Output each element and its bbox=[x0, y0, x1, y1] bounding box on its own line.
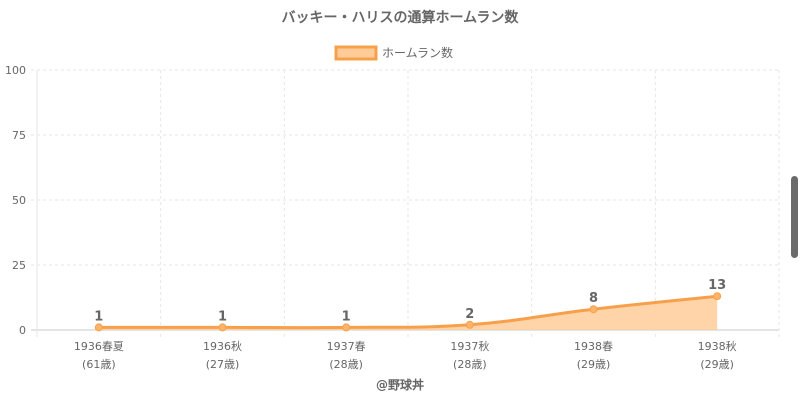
y-tick-label: 0 bbox=[19, 324, 26, 337]
x-tick-label: 1937春 bbox=[327, 340, 366, 353]
data-point bbox=[589, 305, 598, 314]
chart-title: バッキー・ハリスの通算ホームラン数 bbox=[282, 9, 520, 26]
data-point bbox=[465, 320, 474, 329]
x-tick-sublabel: (27歳) bbox=[206, 358, 240, 371]
legend-swatch bbox=[334, 45, 378, 61]
x-tick-label: 1938秋 bbox=[698, 339, 737, 353]
y-tick-label: 50 bbox=[12, 194, 26, 207]
data-label: 1 bbox=[342, 309, 351, 324]
data-labels: 1 1 1 2 8 13 bbox=[94, 278, 726, 324]
y-tick-label: 25 bbox=[12, 259, 26, 272]
data-label: 8 bbox=[589, 291, 598, 306]
series-line bbox=[98, 294, 718, 330]
x-tick-sublabel: (61歳) bbox=[82, 358, 116, 371]
y-tick-label: 100 bbox=[5, 64, 26, 77]
series-homeruns bbox=[94, 292, 722, 332]
data-label: 1 bbox=[218, 309, 227, 324]
data-label: 13 bbox=[708, 278, 726, 293]
series-area bbox=[98, 296, 718, 330]
data-label: 2 bbox=[465, 307, 474, 322]
legend[interactable]: ホームラン数 bbox=[334, 45, 453, 61]
scrollbar-thumb[interactable] bbox=[791, 176, 798, 258]
x-tick-label: 1936秋 bbox=[203, 339, 242, 353]
y-axis: 0 25 50 75 100 bbox=[5, 64, 26, 337]
x-tick-label: 1936春夏 bbox=[74, 340, 124, 353]
y-tick-label: 75 bbox=[12, 129, 26, 142]
grid bbox=[31, 69, 780, 337]
data-point bbox=[342, 323, 351, 332]
data-point bbox=[94, 323, 103, 332]
legend-label: ホームラン数 bbox=[382, 45, 453, 60]
data-point bbox=[218, 323, 227, 332]
x-axis: 1936春夏 (61歳) 1936秋 (27歳) 1937春 (28歳) 1937秋 (28歳… bbox=[74, 339, 737, 371]
x-tick-sublabel: (29歳) bbox=[700, 358, 734, 371]
x-tick-sublabel: (28歳) bbox=[453, 358, 487, 371]
footer-credit: @野球丼 bbox=[376, 377, 424, 392]
data-label: 1 bbox=[94, 309, 103, 324]
x-tick-sublabel: (28歳) bbox=[329, 358, 363, 371]
x-tick-label: 1938春 bbox=[574, 340, 613, 353]
x-tick-label: 1937秋 bbox=[450, 339, 489, 353]
data-point bbox=[713, 292, 722, 301]
x-tick-sublabel: (29歳) bbox=[577, 358, 611, 371]
